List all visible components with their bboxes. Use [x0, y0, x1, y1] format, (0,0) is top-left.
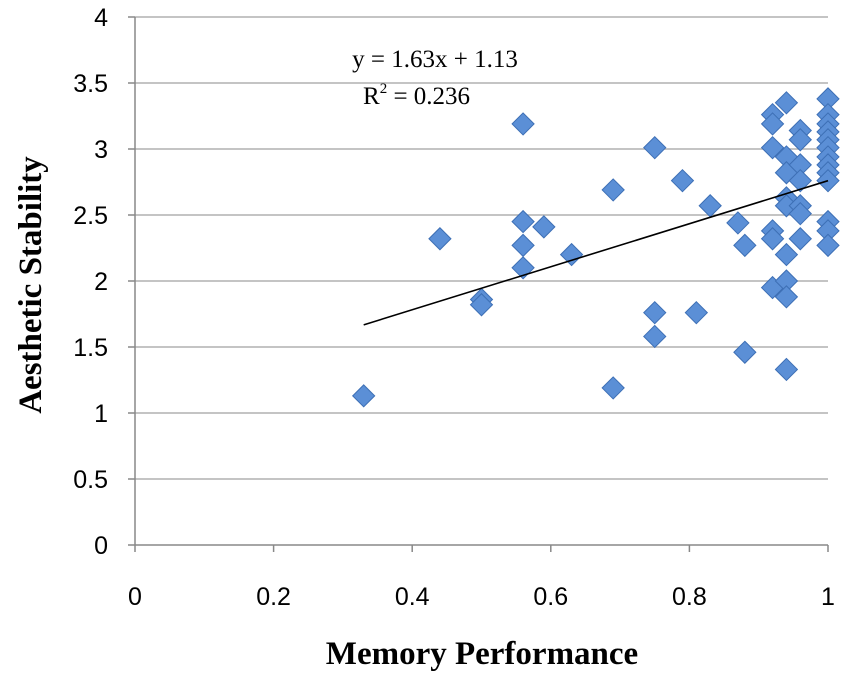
y-tick-label: 1: [94, 400, 108, 428]
data-point: [788, 128, 812, 152]
data-point: [760, 227, 785, 251]
data-point: [788, 168, 812, 193]
data-point: [774, 285, 799, 309]
data-point: [774, 242, 799, 267]
data-point: [788, 227, 812, 251]
data-point: [726, 211, 750, 235]
data-point: [643, 324, 667, 349]
data-point: [698, 194, 722, 218]
data-point: [774, 91, 799, 115]
data-point: [351, 384, 376, 408]
data-point: [643, 300, 667, 325]
x-tick-label: 0.2: [256, 583, 291, 611]
y-tick-label: 2: [94, 268, 108, 296]
data-point: [774, 357, 799, 382]
data-point: [469, 293, 494, 317]
data-point: [733, 340, 757, 364]
trendline-equation: y = 1.63x + 1.13: [352, 46, 518, 73]
data-point: [532, 215, 556, 239]
axes: [128, 16, 829, 552]
data-points: [351, 87, 840, 408]
data-point: [428, 227, 452, 251]
r-squared-label: R2 = 0.236: [363, 81, 470, 110]
data-point: [559, 242, 584, 267]
x-tick-label: 0.8: [672, 583, 707, 611]
data-point: [643, 135, 667, 160]
y-tick-labels: 0 0.5 1 1.5 2 2.5 3 3.5 4: [73, 4, 108, 560]
x-axis-title: Memory Performance: [326, 636, 638, 672]
y-tick-label: 1.5: [73, 334, 108, 362]
data-point: [760, 112, 785, 136]
x-tick-label: 0: [128, 583, 142, 611]
y-axis-title: Aesthetic Stability: [13, 156, 49, 414]
x-tick-labels: 0 0.2 0.4 0.6 0.8 1: [128, 583, 835, 611]
data-point: [684, 300, 709, 325]
data-point: [788, 201, 812, 226]
x-tick-label: 0.6: [533, 583, 568, 611]
x-tick-label: 1: [821, 583, 835, 611]
x-tick-label: 0.4: [395, 583, 430, 611]
data-point: [601, 178, 625, 202]
data-point: [760, 135, 785, 160]
grid-lines: [135, 16, 828, 480]
y-tick-label: 0: [94, 532, 108, 560]
data-point: [733, 233, 757, 258]
trendline: [363, 179, 829, 326]
data-point: [816, 233, 840, 258]
data-point: [511, 209, 535, 234]
y-tick-label: 0.5: [73, 466, 108, 494]
y-tick-label: 3.5: [73, 70, 108, 98]
data-point: [670, 168, 695, 193]
data-point: [511, 112, 535, 136]
y-tick-label: 3: [94, 136, 108, 164]
y-tick-label: 2.5: [73, 202, 108, 230]
y-tick-label: 4: [94, 4, 108, 32]
data-point: [601, 376, 625, 400]
data-point: [511, 233, 535, 258]
